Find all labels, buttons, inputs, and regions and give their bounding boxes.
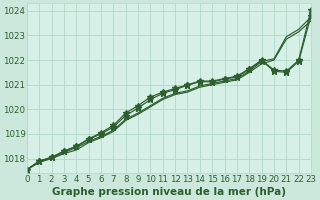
X-axis label: Graphe pression niveau de la mer (hPa): Graphe pression niveau de la mer (hPa) bbox=[52, 187, 286, 197]
